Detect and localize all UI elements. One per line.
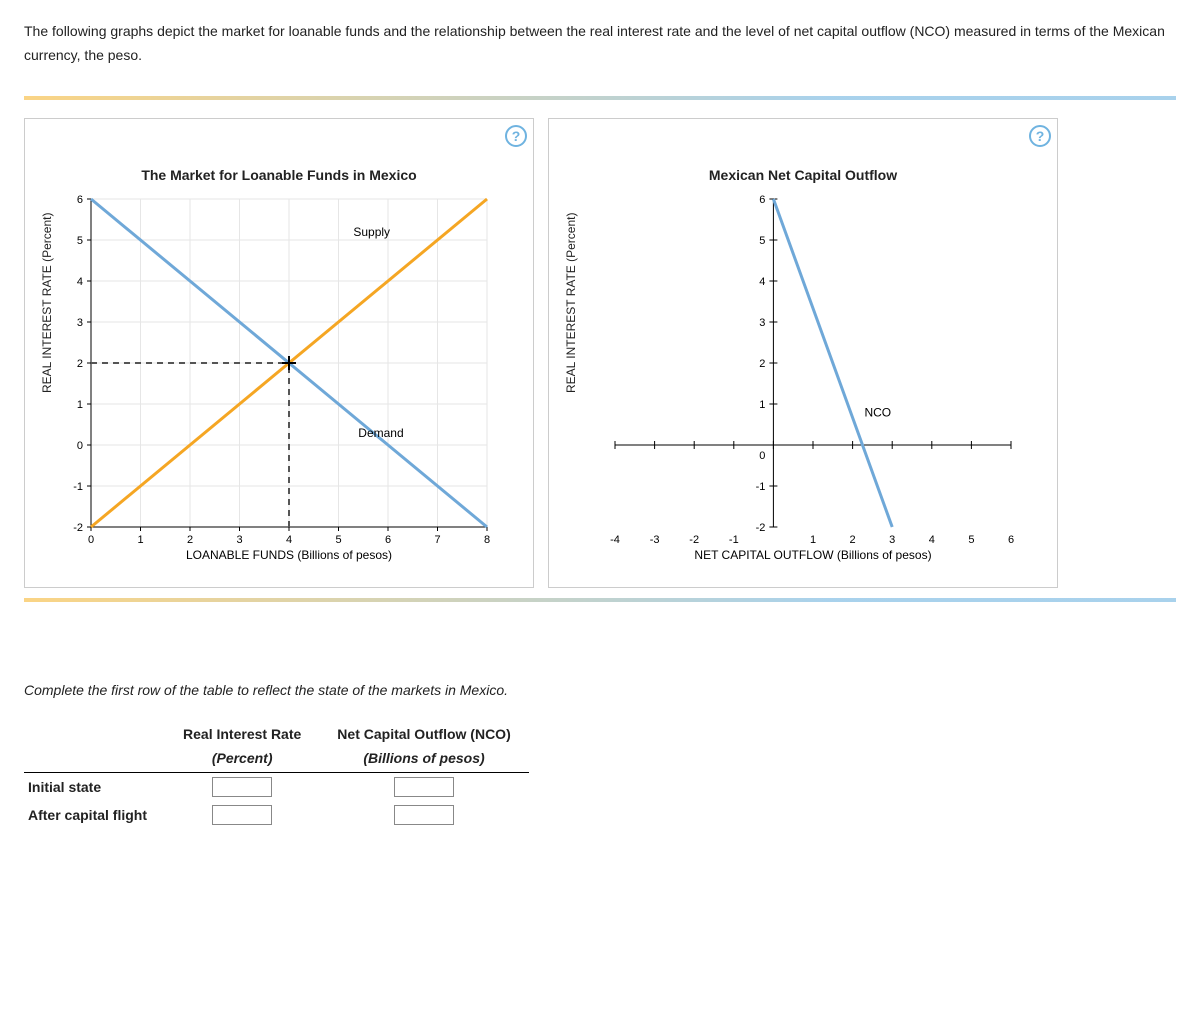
svg-text:6: 6 bbox=[77, 194, 83, 206]
svg-text:NET CAPITAL OUTFLOW (Billions: NET CAPITAL OUTFLOW (Billions of pesos) bbox=[694, 548, 931, 562]
divider-gradient-top bbox=[24, 96, 1176, 100]
svg-text:8: 8 bbox=[484, 534, 490, 546]
col1-sub: (Percent) bbox=[165, 746, 319, 773]
svg-text:3: 3 bbox=[759, 317, 765, 329]
svg-text:6: 6 bbox=[759, 194, 765, 206]
svg-text:4: 4 bbox=[286, 534, 292, 546]
chart2-title: Mexican Net Capital Outflow bbox=[561, 167, 1045, 183]
svg-text:4: 4 bbox=[759, 276, 765, 288]
chart-panel-nco: ? Mexican Net Capital Outflow REAL INTER… bbox=[548, 118, 1058, 588]
intro-text: The following graphs depict the market f… bbox=[24, 20, 1176, 68]
svg-text:LOANABLE FUNDS (Billions of pe: LOANABLE FUNDS (Billions of pesos) bbox=[186, 548, 392, 562]
svg-text:3: 3 bbox=[889, 534, 895, 546]
svg-text:5: 5 bbox=[759, 235, 765, 247]
svg-text:2: 2 bbox=[187, 534, 193, 546]
col2-header: Net Capital Outflow (NCO) bbox=[319, 722, 528, 746]
chart2-ylabel: REAL INTEREST RATE (Percent) bbox=[564, 373, 578, 393]
svg-text:2: 2 bbox=[77, 358, 83, 370]
help-icon[interactable]: ? bbox=[1029, 125, 1051, 147]
input-initial-rate[interactable] bbox=[212, 777, 272, 797]
svg-text:3: 3 bbox=[236, 534, 242, 546]
chart1-title: The Market for Loanable Funds in Mexico bbox=[37, 167, 521, 183]
chart-panel-loanable-funds: ? The Market for Loanable Funds in Mexic… bbox=[24, 118, 534, 588]
svg-text:4: 4 bbox=[77, 276, 83, 288]
svg-text:4: 4 bbox=[929, 534, 935, 546]
svg-text:-2: -2 bbox=[73, 522, 83, 534]
svg-text:5: 5 bbox=[968, 534, 974, 546]
svg-text:-1: -1 bbox=[729, 534, 739, 546]
svg-text:0: 0 bbox=[88, 534, 94, 546]
svg-text:0: 0 bbox=[77, 440, 83, 452]
charts-row: ? The Market for Loanable Funds in Mexic… bbox=[24, 118, 1176, 588]
divider-gradient-bottom bbox=[24, 598, 1176, 602]
answer-table: Real Interest Rate Net Capital Outflow (… bbox=[24, 722, 529, 829]
svg-text:1: 1 bbox=[77, 399, 83, 411]
svg-text:1: 1 bbox=[137, 534, 143, 546]
col1-header: Real Interest Rate bbox=[165, 722, 319, 746]
chart1-ylabel: REAL INTEREST RATE (Percent) bbox=[40, 373, 54, 393]
chart2-svg[interactable]: -2 -1 0 1 2 3 4 5 6 -4 -3 -2 -1 1 2 3 4 5 6 NCO NET CAPITAL … bbox=[581, 193, 1021, 573]
svg-text:-1: -1 bbox=[73, 481, 83, 493]
svg-text:5: 5 bbox=[335, 534, 341, 546]
svg-text:2: 2 bbox=[850, 534, 856, 546]
svg-text:NCO: NCO bbox=[864, 405, 891, 419]
svg-text:-2: -2 bbox=[756, 522, 766, 534]
svg-text:Supply: Supply bbox=[353, 224, 390, 238]
prompt-text: Complete the first row of the table to r… bbox=[24, 682, 1176, 698]
svg-text:6: 6 bbox=[1008, 534, 1014, 546]
svg-text:-3: -3 bbox=[650, 534, 660, 546]
input-after-rate[interactable] bbox=[212, 805, 272, 825]
col2-sub: (Billions of pesos) bbox=[319, 746, 528, 773]
input-initial-nco[interactable] bbox=[394, 777, 454, 797]
input-after-nco[interactable] bbox=[394, 805, 454, 825]
svg-text:-2: -2 bbox=[689, 534, 699, 546]
row-after-label: After capital flight bbox=[24, 801, 165, 829]
help-icon[interactable]: ? bbox=[505, 125, 527, 147]
svg-text:1: 1 bbox=[810, 534, 816, 546]
svg-text:Demand: Demand bbox=[358, 425, 403, 439]
svg-text:5: 5 bbox=[77, 235, 83, 247]
svg-text:6: 6 bbox=[385, 534, 391, 546]
svg-text:2: 2 bbox=[759, 358, 765, 370]
chart1-svg[interactable]: -2 -1 0 1 2 3 4 5 6 0 1 2 3 4 5 6 7 8 Supply Demand LOANABLE… bbox=[57, 193, 497, 573]
svg-text:-1: -1 bbox=[756, 481, 766, 493]
svg-text:7: 7 bbox=[434, 534, 440, 546]
svg-text:3: 3 bbox=[77, 317, 83, 329]
svg-text:-4: -4 bbox=[610, 534, 620, 546]
svg-text:0: 0 bbox=[759, 450, 765, 462]
svg-text:1: 1 bbox=[759, 399, 765, 411]
row-initial-label: Initial state bbox=[24, 772, 165, 801]
